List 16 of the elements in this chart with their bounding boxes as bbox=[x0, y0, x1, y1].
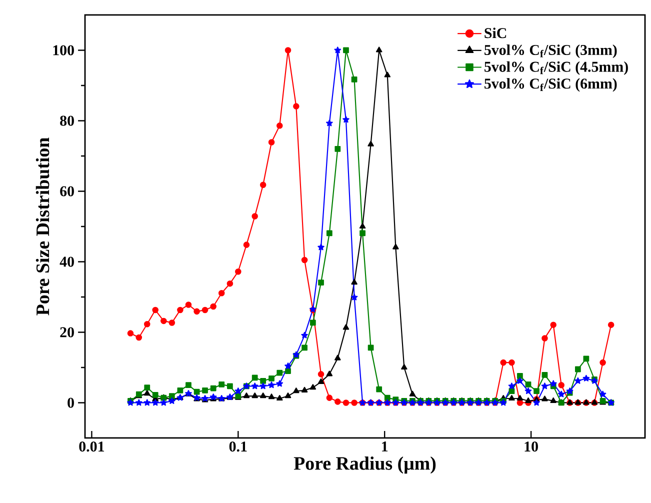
x-tick-label: 0.01 bbox=[79, 442, 104, 452]
x-axis-title: Pore Radius (μm) bbox=[294, 456, 436, 474]
x-tick-label: 1 bbox=[382, 442, 388, 452]
y-tick-label: 100 bbox=[53, 45, 74, 56]
legend-label: 5vol% C$_{f}$/SiC (6mm) bbox=[484, 78, 617, 92]
x-tick-label: 10 bbox=[524, 442, 538, 452]
y-tick-label: 20 bbox=[60, 327, 74, 338]
legend-label: SiC bbox=[484, 28, 506, 38]
legend-label: 5vol% C$_{f}$/SiC (4.5mm) bbox=[484, 61, 628, 75]
y-tick-label: 60 bbox=[60, 186, 74, 196]
y-tick-label: 0 bbox=[68, 398, 74, 408]
y-axis-title: Pore Size Distribution bbox=[36, 138, 50, 316]
y-tick-label: 80 bbox=[60, 116, 74, 126]
x-tick-label: 0.1 bbox=[229, 442, 247, 452]
legend-label: 5vol% C$_{f}$/SiC (3mm) bbox=[484, 44, 617, 58]
y-tick-label: 40 bbox=[60, 256, 74, 267]
